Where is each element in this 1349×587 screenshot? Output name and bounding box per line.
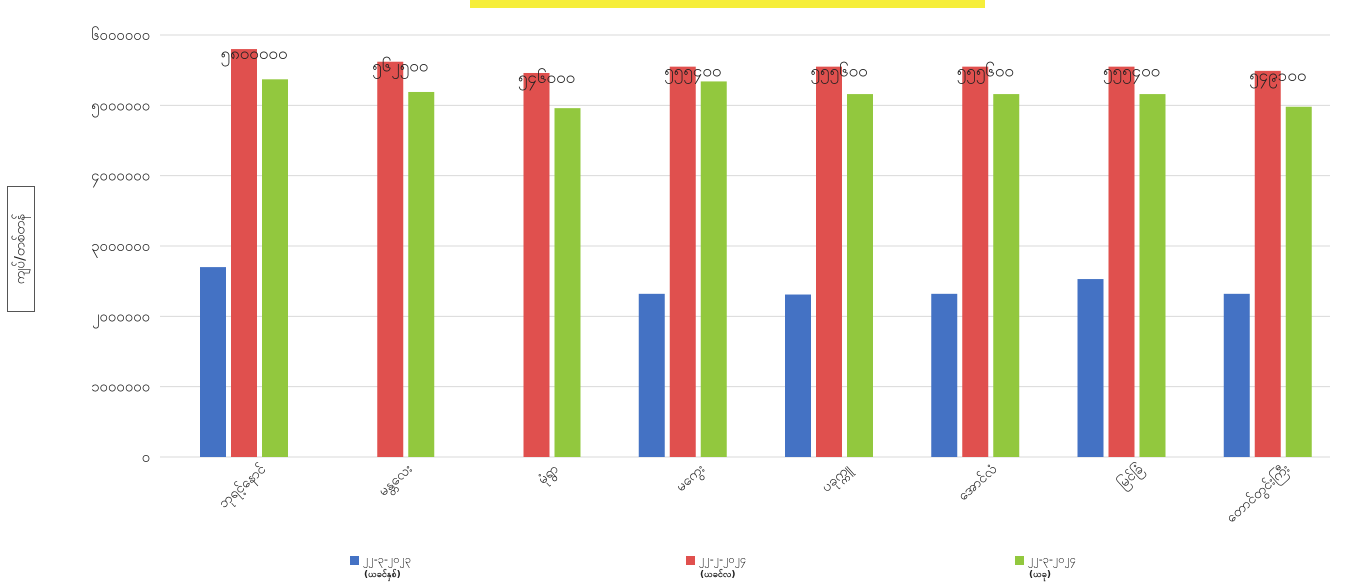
bar: [962, 66, 989, 458]
bar: [377, 61, 404, 458]
bar: [231, 49, 257, 458]
bar: [669, 66, 696, 458]
bar: [523, 72, 550, 457]
bars: [200, 49, 1312, 458]
legend-swatch-icon: [350, 555, 359, 565]
bar: [1108, 66, 1135, 458]
x-tick-label: အောင်လံ: [955, 461, 1000, 504]
legend-item-prev-month: ၂၂-၂-၂၀၂၄ (ယခင်လ): [686, 553, 746, 582]
x-axis-ticks: ဘုရင့်နောင် မန္တလေး မုံရွာ မကွေး ပခုက္ကူ အောင…: [216, 460, 1295, 527]
x-tick-label: မန္တလေး: [375, 461, 417, 501]
y-axis-label: ကျပ်/တစ်တန်: [12, 213, 29, 285]
data-label: ၅၄၆၀၀၀: [518, 67, 575, 91]
x-tick-label: မကွေး: [673, 461, 710, 497]
bar: [200, 267, 226, 457]
x-tick-label: ပခုက္ကူ: [819, 461, 856, 497]
legend-label: ၂၂-၃-၂၀၂၃: [363, 553, 412, 566]
bar: [554, 108, 581, 457]
legend-swatch-icon: [1015, 555, 1024, 565]
y-tick-label: ၃၀၀၀၀၀၀: [91, 237, 150, 258]
title-highlight-strip: [470, 0, 985, 8]
bar: [1077, 279, 1104, 457]
x-tick-label: မြင်ခြံ: [1114, 460, 1148, 493]
y-tick-label: ၂၀၀၀၀၀၀: [92, 307, 150, 328]
bar: [1285, 106, 1312, 458]
bar: [1139, 94, 1166, 457]
y-axis-label-box: ကျပ်/တစ်တန်: [7, 186, 35, 312]
x-tick-label: တောင်တွင်းကြီး: [1223, 460, 1295, 527]
legend-item-current: ၂၂-၃-၂၀၂၄ (ယခု): [1015, 553, 1076, 582]
data-label: ၅၅၅၄၀၀: [1103, 62, 1160, 85]
data-label: ၅၅၅၄၀၀: [664, 62, 721, 85]
bar: [816, 66, 842, 458]
bar: [847, 94, 873, 457]
bar: [1254, 70, 1281, 458]
y-tick-label: ၆၀၀၀၀၀၀: [91, 26, 150, 44]
legend-note: (ယခင်နှစ်): [364, 570, 401, 580]
bar: [785, 294, 811, 457]
y-axis-ticks: ၀ ၁၀၀၀၀၀၀ ၂၀၀၀၀၀၀ ၃၀၀၀၀၀၀ ၄၀၀၀၀၀၀ ၅၀၀၀၀၀၀ ၆၀၀၀…: [91, 26, 150, 466]
y-tick-label: ၅၀၀၀၀၀၀: [91, 96, 150, 117]
y-tick-label: ၀: [142, 448, 150, 466]
data-label: ၅၄၉၁၀၀: [1249, 66, 1306, 89]
bar: [700, 81, 727, 458]
grid-lines: [160, 34, 1330, 458]
y-tick-label: ၄၀၀၀၀၀၀: [91, 167, 150, 188]
bar: [408, 91, 435, 457]
data-label: ၅၅၅၆၀၀: [957, 61, 1014, 85]
data-label: ၅၆၂၅၀၀: [372, 56, 428, 80]
bar: [638, 293, 665, 457]
legend-note: (ယခု): [1029, 570, 1052, 580]
y-tick-label: ၁၀၀၀၀၀၀: [91, 378, 150, 396]
legend-note: (ယခင်လ): [700, 570, 736, 580]
bar: [993, 94, 1020, 457]
bar: [931, 293, 958, 457]
data-label: ၅၅၅၆၀၀: [810, 61, 867, 85]
legend-label: ၂၂-၃-၂၀၂၄: [1028, 553, 1077, 566]
x-tick-label: ဘုရင့်နောင်: [216, 461, 271, 513]
data-label: ၅၈၀၀၀၀၀: [220, 44, 287, 67]
legend-item-prev-year: ၂၂-၃-၂၀၂၃ (ယခင်နှစ်): [350, 553, 411, 582]
legend-swatch-icon: [686, 555, 695, 565]
bar: [1223, 293, 1250, 457]
x-tick-label: မုံရွာ: [535, 461, 563, 489]
bar: [262, 79, 288, 457]
legend-label: ၂၂-၂-၂၀၂၄: [699, 553, 747, 566]
